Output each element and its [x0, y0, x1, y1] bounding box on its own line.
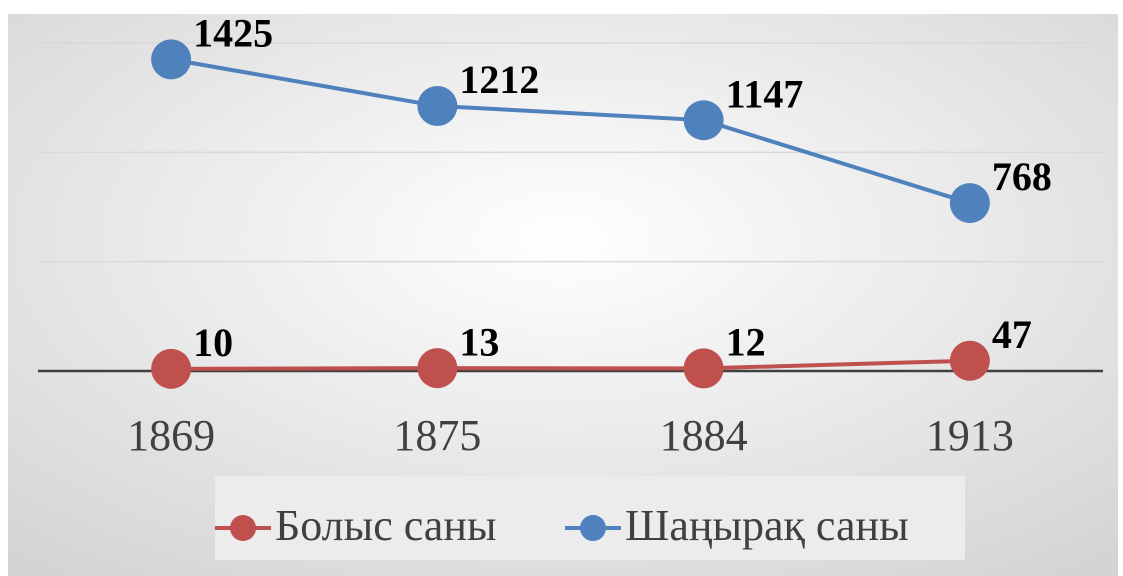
data-point [151, 39, 192, 80]
data-point [683, 100, 724, 141]
x-tick-label: 1869 [127, 411, 215, 460]
data-point [417, 85, 458, 126]
data-label: 1425 [193, 11, 273, 56]
data-point [949, 183, 990, 224]
series-line [171, 358, 970, 371]
data-point [949, 340, 990, 381]
x-tick-label: 1913 [926, 411, 1014, 460]
data-point [417, 348, 458, 389]
x-tick-label: 1884 [660, 411, 748, 460]
legend-marker [580, 515, 606, 541]
legend-marker [230, 515, 256, 541]
data-label: 12 [726, 320, 766, 365]
data-label: 1212 [459, 57, 539, 102]
data-label: 47 [992, 312, 1032, 357]
data-label: 1147 [726, 71, 804, 116]
data-point [151, 348, 192, 389]
legend-label: Болыс саны [275, 501, 496, 550]
data-label: 13 [459, 319, 499, 364]
series-line [170, 57, 971, 205]
data-label: 10 [193, 320, 233, 365]
legend-label: Шаңырақ саны [625, 501, 909, 550]
x-tick-label: 1875 [393, 411, 481, 460]
data-label: 768 [992, 154, 1052, 199]
data-point [683, 348, 724, 389]
